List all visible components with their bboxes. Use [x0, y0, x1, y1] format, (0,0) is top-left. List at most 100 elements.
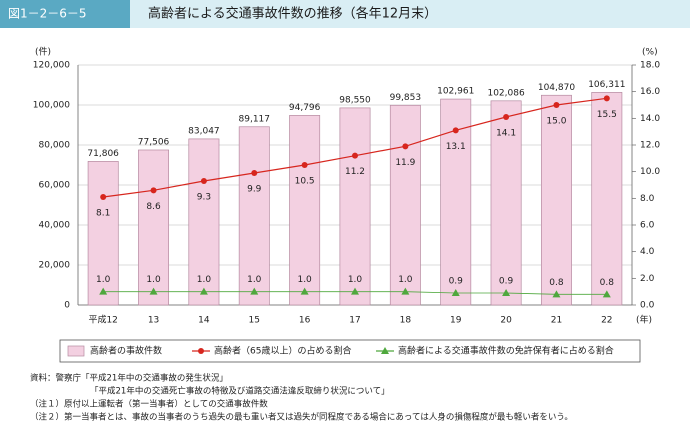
- data-label: 1.0: [348, 275, 363, 285]
- data-label: 106,311: [588, 80, 625, 90]
- legend-label: 高齢者による交通事故件数の免許保有者に占める割合: [398, 345, 614, 357]
- note: 資料：警察庁「平成21年中の交通事故の発生状況」: [30, 373, 228, 384]
- legend-marker: [381, 347, 389, 354]
- bar: [389, 104, 421, 306]
- bar: [87, 161, 119, 306]
- y-tick-label: 40,000: [39, 221, 71, 231]
- data-label: 14.1: [496, 129, 516, 139]
- point-marker: [251, 170, 258, 176]
- triangle-marker: [351, 287, 359, 295]
- x-tick-label: 13: [148, 316, 159, 326]
- y-tick-label: 100,000: [33, 101, 70, 111]
- point-marker: [553, 102, 560, 108]
- note: （注１）原付以上運転者（第一当事者）としての交通事故件数: [30, 399, 268, 410]
- data-label: 1.0: [197, 275, 212, 285]
- note: 「平成21年中の交通死亡事故の特徴及び道路交通法違反取締り状況について」: [90, 386, 390, 397]
- x-tick-label: 平成12: [88, 314, 117, 326]
- data-label: 1.0: [146, 275, 161, 285]
- y2-tick-label: 18.0: [640, 61, 660, 71]
- data-label: 1.0: [398, 275, 413, 285]
- bar: [339, 107, 371, 306]
- legend-label: 高齢者（65歳以上）の占める割合: [214, 345, 351, 357]
- data-label: 94,796: [289, 103, 321, 113]
- y2-tick-label: 0.0: [640, 301, 655, 311]
- x-tick-label: 17: [349, 316, 360, 326]
- y-tick-label: 120,000: [33, 61, 70, 71]
- triangle-marker: [300, 287, 309, 295]
- triangle-marker: [99, 287, 108, 295]
- triangle-marker: [602, 290, 611, 298]
- data-label: 1.0: [247, 275, 262, 285]
- y-tick-label: 80,000: [39, 141, 71, 151]
- data-label: 15.5: [597, 110, 617, 120]
- point-marker: [503, 114, 510, 120]
- data-label: 0.9: [449, 277, 464, 287]
- point-marker: [150, 187, 157, 194]
- data-label: 8.6: [146, 202, 161, 212]
- bar: [138, 149, 170, 306]
- triangle-marker: [552, 290, 561, 298]
- bar: [540, 94, 572, 306]
- x-tick-label: 14: [198, 316, 210, 326]
- x-tick-label: 19: [450, 316, 462, 326]
- triangle-marker: [149, 287, 158, 295]
- x-tick-label: 20: [500, 316, 512, 326]
- point-marker: [452, 127, 459, 134]
- data-label: 8.1: [96, 209, 110, 219]
- x-tick-label: 22: [601, 316, 612, 326]
- data-label: 98,550: [339, 95, 371, 105]
- data-label: 77,506: [138, 137, 170, 147]
- data-label: 0.8: [549, 278, 564, 288]
- note: （注２）第一当事者とは、事故の当事者のうち過失の最も重い者又は過失が同程度である…: [30, 412, 573, 423]
- x-unit: (年): [636, 314, 652, 326]
- data-label: 0.8: [600, 278, 615, 288]
- y2-tick-label: 8.0: [640, 194, 655, 204]
- y-unit: (件): [35, 46, 51, 58]
- data-label: 104,870: [538, 83, 575, 93]
- triangle-marker: [451, 289, 460, 296]
- data-label: 11.2: [345, 167, 365, 177]
- data-label: 10.5: [295, 177, 315, 187]
- triangle-marker: [250, 287, 259, 295]
- data-label: 9.9: [247, 185, 262, 195]
- x-tick-label: 16: [299, 316, 311, 326]
- legend-marker: [198, 348, 204, 354]
- point-marker: [402, 143, 409, 150]
- data-label: 1.0: [96, 275, 111, 285]
- data-label: 99,853: [390, 93, 422, 103]
- bar: [591, 92, 623, 306]
- data-label: 11.9: [395, 158, 415, 168]
- y2-tick-label: 4.0: [640, 247, 655, 257]
- header-label-box: [0, 0, 130, 28]
- y2-tick-label: 12.0: [640, 141, 660, 151]
- data-label: 15.0: [546, 117, 566, 127]
- point-marker: [100, 194, 107, 200]
- y2-tick-label: 14.0: [640, 114, 660, 124]
- data-label: 83,047: [188, 126, 220, 136]
- triangle-marker: [199, 287, 208, 295]
- bar: [238, 126, 270, 306]
- data-label: 89,117: [239, 114, 271, 124]
- y-tick-label: 60,000: [39, 181, 71, 191]
- x-tick-label: 18: [400, 316, 412, 326]
- point-marker: [603, 95, 610, 102]
- y2-unit: (%): [642, 48, 658, 58]
- y2-tick-label: 16.0: [640, 87, 660, 97]
- figure-number: 図1－2－6－5: [8, 7, 87, 21]
- y2-tick-label: 2.0: [640, 274, 655, 284]
- y2-tick-label: 10.0: [640, 167, 660, 177]
- bar: [289, 115, 321, 306]
- y-tick-label: 0: [64, 301, 70, 311]
- bar: [490, 100, 522, 306]
- data-label: 13.1: [446, 142, 466, 152]
- data-label: 71,806: [87, 149, 119, 159]
- data-label: 9.3: [197, 193, 211, 203]
- data-label: 0.9: [499, 277, 514, 287]
- data-label: 102,086: [487, 88, 524, 98]
- x-tick-label: 21: [551, 316, 562, 326]
- legend-swatch: [67, 345, 85, 357]
- data-label: 1.0: [297, 275, 312, 285]
- legend-label: 高齢者の事故件数: [90, 345, 162, 357]
